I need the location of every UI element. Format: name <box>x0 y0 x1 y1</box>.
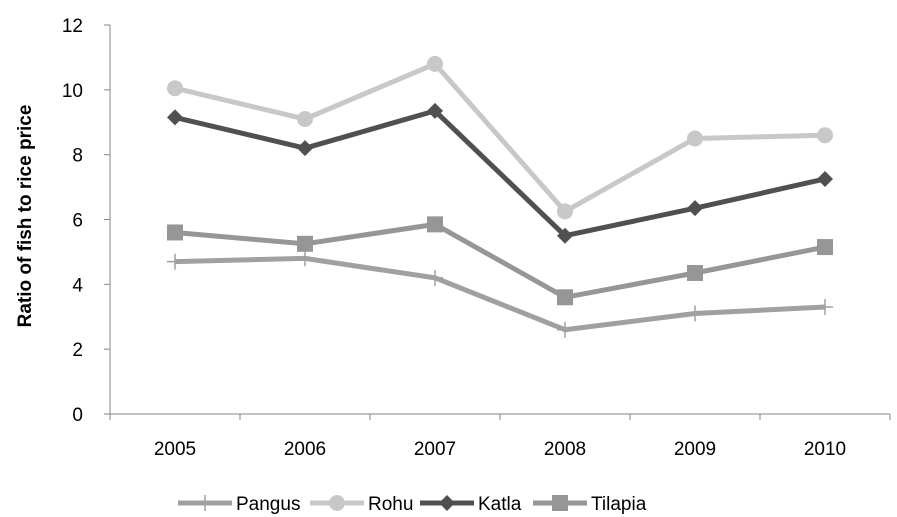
data-point-pangus <box>167 253 183 270</box>
data-point-rohu <box>427 55 443 72</box>
y-tick-label: 2 <box>72 340 83 361</box>
data-point-rohu <box>167 80 183 97</box>
series-katla <box>167 102 833 244</box>
x-tick-label: 2009 <box>674 439 716 460</box>
x-tick-label: 2007 <box>414 439 456 460</box>
data-point-rohu <box>297 111 313 128</box>
y-tick-label: 8 <box>72 146 83 167</box>
data-point-katla <box>427 102 443 119</box>
legend-swatch-marker <box>439 495 455 511</box>
data-point-rohu <box>687 130 703 147</box>
legend-label: Pangus <box>236 494 300 515</box>
data-point-pangus <box>687 305 703 322</box>
data-point-tilapia <box>557 289 573 306</box>
legend-item-tilapia: Tilapia <box>533 494 647 515</box>
y-tick-label: 12 <box>62 16 83 37</box>
x-tick-label: 2005 <box>154 439 196 460</box>
series-line-katla <box>174 108 826 239</box>
data-point-katla <box>167 109 183 126</box>
data-point-katla <box>817 170 833 187</box>
series-rohu <box>167 55 833 220</box>
data-point-pangus <box>817 299 833 316</box>
series-line-tilapia <box>174 221 826 300</box>
series-pangus <box>167 250 833 338</box>
data-point-katla <box>297 140 313 157</box>
y-axis-title: Ratio of fish to rice price <box>15 105 36 328</box>
y-tick-labels: 0 2 4 6 8 10 12 <box>62 16 84 426</box>
y-tick-label: 4 <box>72 275 83 296</box>
legend-label: Katla <box>478 494 522 515</box>
y-tick-label: 10 <box>62 81 83 102</box>
legend: Pangus Rohu Katla Tilapia <box>178 494 647 515</box>
data-point-tilapia <box>297 235 313 252</box>
series-tilapia <box>167 216 833 306</box>
data-point-pangus <box>427 269 443 286</box>
data-point-tilapia <box>817 239 833 256</box>
legend-item-pangus: Pangus <box>178 494 300 515</box>
y-tick-label: 0 <box>72 405 83 426</box>
legend-swatch-marker <box>197 495 213 511</box>
y-tick-label: 6 <box>72 211 83 232</box>
data-point-pangus <box>557 321 573 338</box>
data-point-rohu <box>817 127 833 144</box>
series-layer <box>167 55 833 338</box>
data-point-pangus <box>297 250 313 267</box>
chart-axes <box>104 24 891 420</box>
x-tick-label: 2010 <box>804 439 846 460</box>
x-tick-label: 2006 <box>284 439 326 460</box>
legend-item-rohu: Rohu <box>310 494 413 515</box>
x-tick-label: 2008 <box>544 439 586 460</box>
series-line-rohu <box>174 61 826 214</box>
data-point-katla <box>687 200 703 217</box>
data-point-katla <box>557 227 573 244</box>
legend-item-katla: Katla <box>420 494 522 515</box>
legend-swatch-marker <box>552 495 568 511</box>
data-point-tilapia <box>687 264 703 281</box>
legend-swatch-marker <box>329 495 345 511</box>
data-point-tilapia <box>167 224 183 241</box>
data-point-tilapia <box>427 216 443 233</box>
series-line-pangus <box>174 255 826 333</box>
legend-label: Tilapia <box>591 494 647 515</box>
legend-label: Rohu <box>368 494 413 515</box>
x-tick-labels: 2005 2006 2007 2008 2009 2010 <box>154 439 846 460</box>
data-point-rohu <box>557 203 573 220</box>
